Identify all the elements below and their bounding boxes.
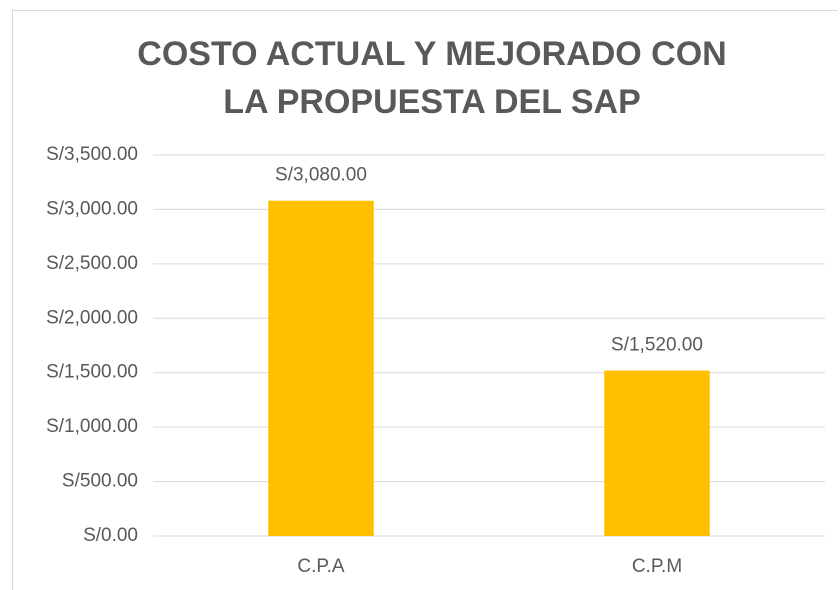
y-tick-label: S/2,000.00 [46,307,138,328]
chart-title: COSTO ACTUAL Y MEJORADO CON LA PROPUESTA… [137,35,727,121]
y-tick-label: S/3,500.00 [46,144,138,165]
data-label: S/3,080.00 [275,165,367,186]
x-tick-label: C.P.M [632,556,682,577]
data-label: S/1,520.00 [611,335,703,356]
y-tick-label: S/500.00 [62,471,138,492]
bar [268,200,374,536]
bar [604,370,710,536]
chart-border [12,10,838,590]
y-tick-label: S/0.00 [83,525,138,546]
y-tick-label: S/3,000.00 [46,198,138,219]
y-tick-label: S/1,000.00 [46,416,138,437]
x-tick-label: C.P.A [297,556,345,577]
y-tick-label: S/2,500.00 [46,253,138,274]
y-tick-label: S/1,500.00 [46,362,138,383]
